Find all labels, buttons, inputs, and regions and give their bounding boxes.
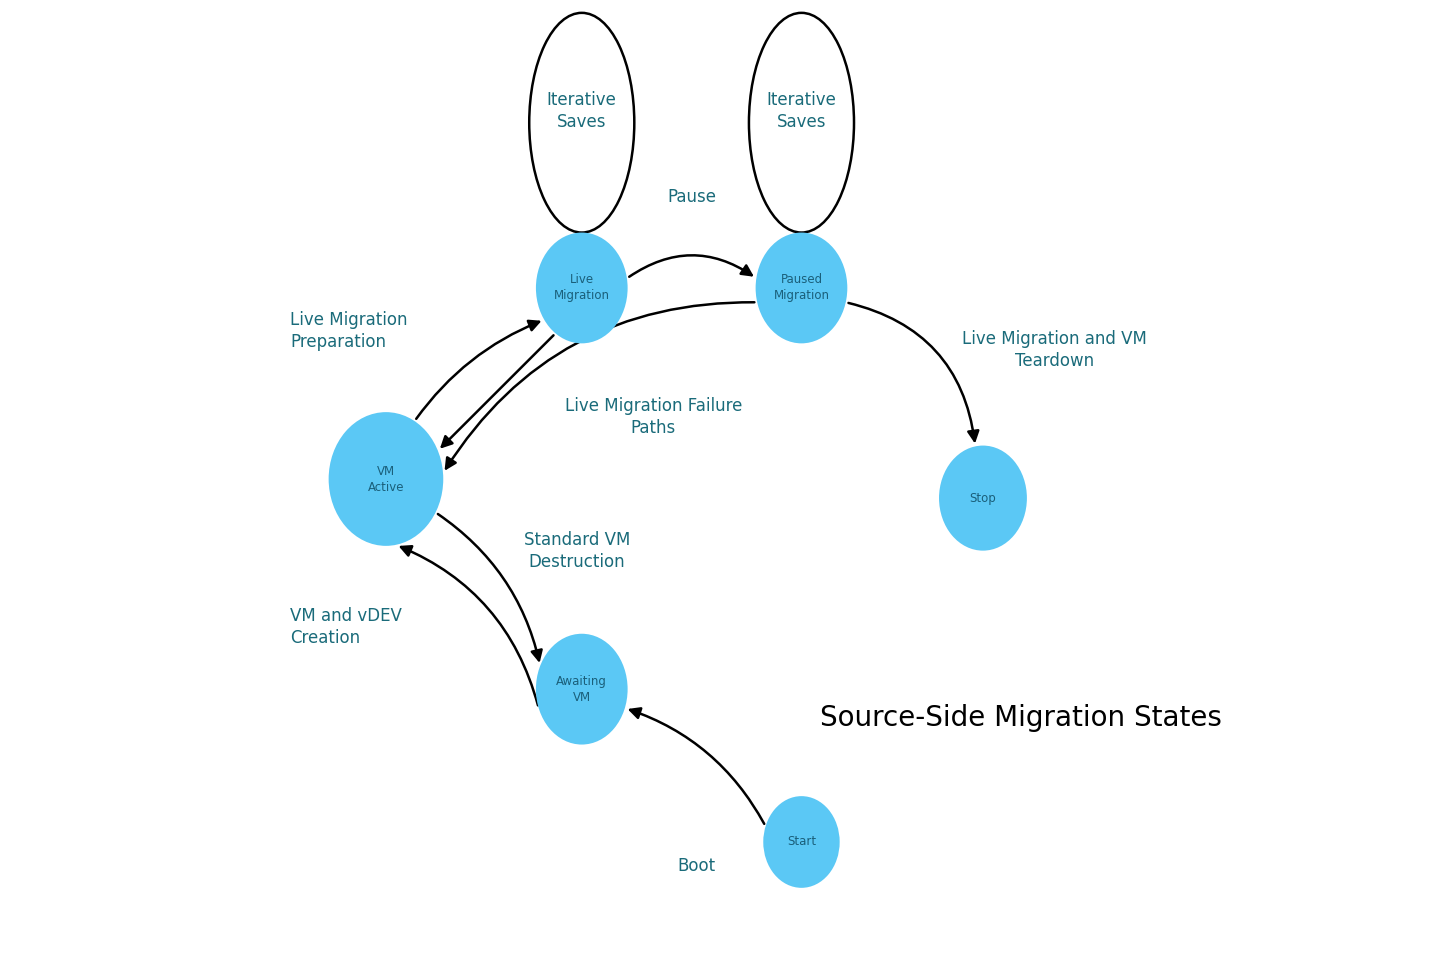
FancyArrowPatch shape (630, 708, 764, 824)
Text: Start: Start (787, 835, 816, 849)
Ellipse shape (537, 634, 628, 744)
FancyArrowPatch shape (442, 335, 554, 446)
FancyArrowPatch shape (446, 303, 754, 468)
Text: Live Migration and VM
Teardown: Live Migration and VM Teardown (962, 330, 1148, 370)
Text: Standard VM
Destruction: Standard VM Destruction (524, 531, 630, 571)
Text: Boot: Boot (677, 856, 716, 875)
Ellipse shape (329, 412, 444, 546)
Text: Source-Side Migration States: Source-Side Migration States (820, 704, 1222, 732)
Text: Iterative
Saves: Iterative Saves (547, 91, 617, 131)
Text: Live Migration Failure
Paths: Live Migration Failure Paths (565, 397, 743, 437)
Ellipse shape (939, 445, 1027, 551)
Text: Pause: Pause (667, 188, 716, 206)
Text: Stop: Stop (970, 491, 996, 505)
FancyArrowPatch shape (401, 546, 538, 705)
Text: Awaiting
VM: Awaiting VM (557, 674, 607, 703)
Ellipse shape (756, 233, 847, 343)
FancyArrowPatch shape (416, 321, 539, 419)
Ellipse shape (529, 12, 634, 233)
FancyArrowPatch shape (849, 303, 979, 441)
Text: Live
Migration: Live Migration (554, 273, 610, 303)
Text: Paused
Migration: Paused Migration (774, 273, 830, 303)
FancyArrowPatch shape (630, 255, 751, 277)
Ellipse shape (763, 796, 840, 888)
Text: VM
Active: VM Active (368, 465, 404, 493)
Ellipse shape (748, 12, 854, 233)
Text: VM and vDEV
Creation: VM and vDEV Creation (290, 607, 402, 648)
Text: Iterative
Saves: Iterative Saves (767, 91, 836, 131)
Text: Live Migration
Preparation: Live Migration Preparation (290, 310, 408, 351)
Ellipse shape (537, 233, 628, 343)
FancyArrowPatch shape (438, 514, 541, 660)
